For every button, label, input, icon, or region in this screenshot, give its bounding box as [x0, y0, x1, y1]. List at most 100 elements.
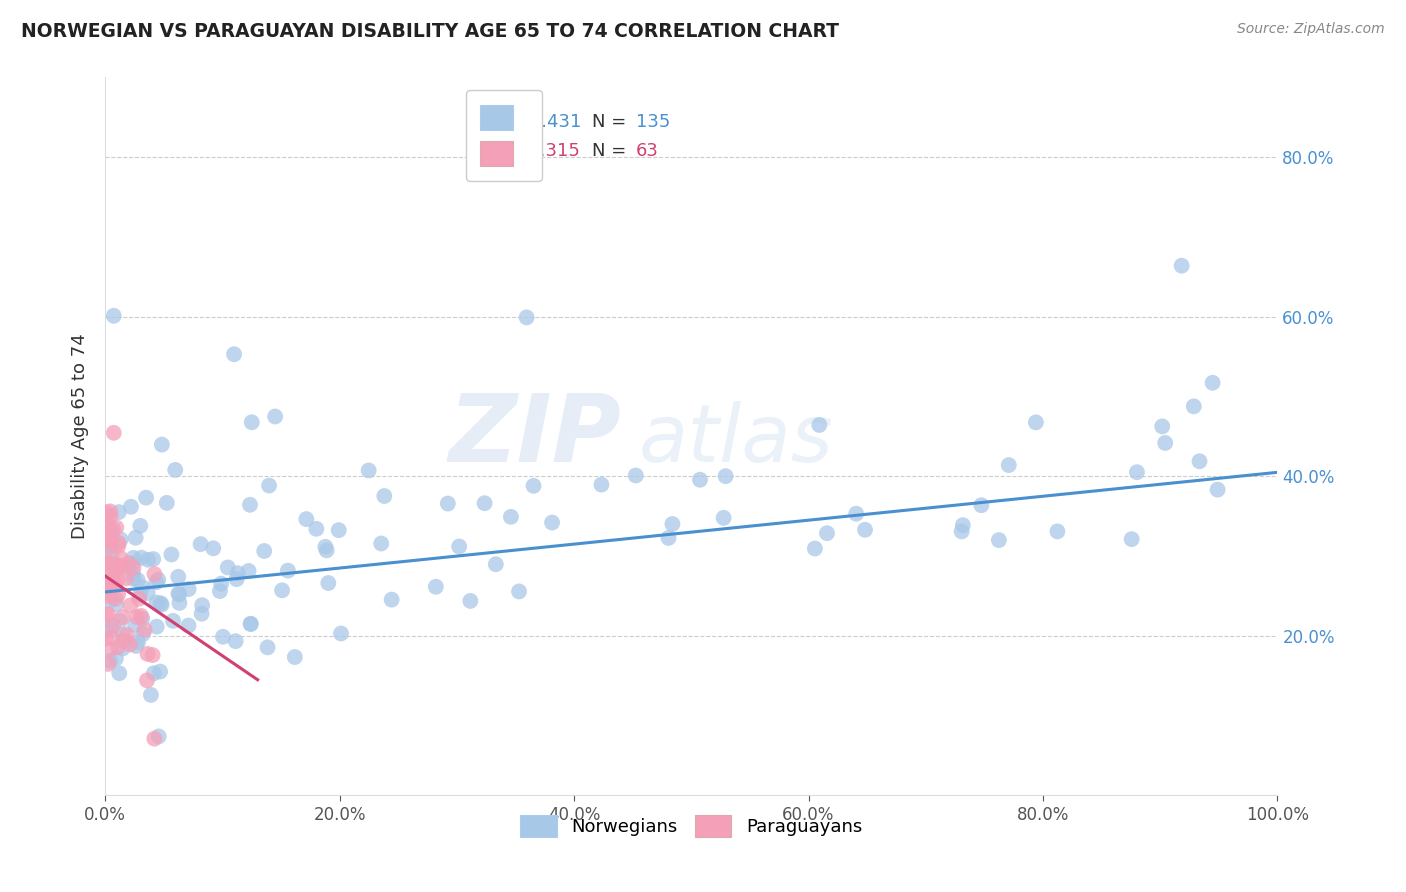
Point [143, 567, 166, 582]
Point [1154, 436, 1177, 450]
Point [149, 596, 172, 610]
Point [100, 539, 122, 553]
Point [105, 520, 128, 534]
Point [125, 639, 148, 653]
Point [96, 590, 118, 604]
Point [111, 610, 134, 624]
Point [257, 478, 280, 492]
Point [122, 566, 145, 581]
Point [125, 610, 148, 624]
Point [122, 550, 145, 565]
Point [129, 588, 152, 602]
Point [1188, 454, 1211, 468]
Point [111, 641, 134, 656]
Point [131, 580, 153, 594]
Point [118, 637, 141, 651]
Point [987, 533, 1010, 547]
Point [98, 574, 121, 588]
Point [150, 437, 173, 451]
Point [177, 582, 200, 596]
Point [657, 531, 679, 545]
Point [127, 635, 149, 649]
Point [318, 576, 340, 591]
Point [295, 512, 318, 526]
Point [121, 557, 143, 571]
Point [373, 489, 395, 503]
Point [107, 539, 129, 553]
Point [253, 544, 276, 558]
Point [104, 591, 127, 606]
Point [135, 491, 157, 505]
Point [94, 505, 117, 519]
Point [165, 463, 187, 477]
Point [128, 591, 150, 606]
Point [541, 516, 564, 530]
Point [134, 623, 156, 637]
Point [132, 627, 155, 641]
Point [129, 550, 152, 565]
Point [370, 536, 392, 550]
Point [330, 626, 353, 640]
Point [381, 592, 404, 607]
Point [225, 572, 247, 586]
Point [191, 598, 214, 612]
Point [136, 553, 159, 567]
Point [100, 582, 122, 596]
Point [97, 657, 120, 671]
Point [1025, 415, 1047, 429]
Point [474, 496, 496, 510]
Point [107, 560, 129, 574]
Point [100, 509, 122, 524]
Point [98, 525, 121, 540]
Point [256, 640, 278, 655]
Point [103, 425, 125, 440]
Text: R =: R = [474, 113, 519, 131]
Point [100, 557, 122, 571]
Point [167, 588, 190, 602]
Point [1121, 532, 1143, 546]
Point [107, 572, 129, 586]
Point [101, 631, 124, 645]
Point [136, 586, 159, 600]
Point [97, 568, 120, 582]
Point [240, 415, 263, 429]
Point [117, 556, 139, 570]
Point [160, 548, 183, 562]
Point [460, 594, 482, 608]
Point [1206, 483, 1229, 497]
Text: 63: 63 [636, 142, 659, 160]
Point [108, 614, 131, 628]
Point [661, 516, 683, 531]
Point [815, 526, 838, 541]
Point [120, 500, 142, 514]
Point [112, 628, 135, 642]
Point [97, 585, 120, 599]
Point [425, 580, 447, 594]
Point [516, 310, 538, 325]
Point [103, 523, 125, 537]
Point [112, 633, 135, 648]
Point [1152, 419, 1174, 434]
Point [167, 586, 190, 600]
Point [357, 463, 380, 477]
Point [997, 458, 1019, 472]
Legend: Norwegians, Paraguayans: Norwegians, Paraguayans [513, 807, 869, 844]
Point [150, 598, 173, 612]
Text: N =: N = [592, 142, 631, 160]
Point [100, 623, 122, 637]
Point [94, 526, 117, 541]
Point [315, 543, 337, 558]
Point [110, 559, 132, 574]
Point [689, 473, 711, 487]
Point [156, 496, 179, 510]
Point [169, 596, 191, 610]
Text: 0.431: 0.431 [530, 113, 582, 131]
Point [145, 595, 167, 609]
Point [104, 578, 127, 592]
Point [239, 616, 262, 631]
Point [124, 618, 146, 632]
Text: N =: N = [592, 113, 631, 131]
Point [142, 552, 165, 566]
Point [149, 665, 172, 679]
Point [110, 551, 132, 566]
